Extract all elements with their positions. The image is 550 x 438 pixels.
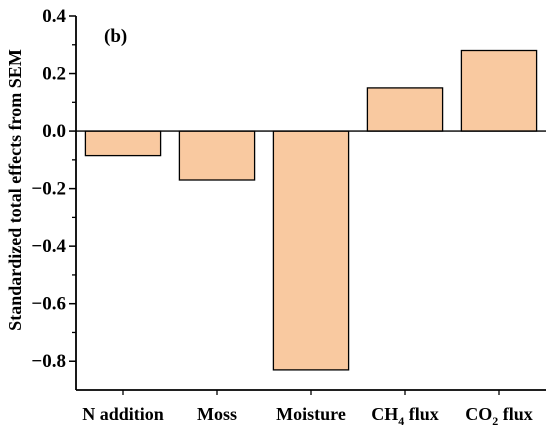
y-axis-title: Standardized total effects from SEM: [5, 49, 25, 331]
x-axis: N addition Moss Moisture CH4 flux CO2 flux: [76, 389, 546, 428]
panel-label: (b): [104, 26, 127, 47]
x-tick-label: Moss: [197, 404, 237, 424]
bar-n-addition: [84, 130, 162, 157]
y-tick-label: −0.8: [31, 351, 66, 372]
x-tick-label: Moisture: [276, 404, 346, 424]
bar-co2-flux: [460, 49, 538, 132]
y-tick-label: 0.0: [42, 121, 66, 142]
y-axis: 0.4 0.2 0.0 −0.2 −0.4 −0.6 −0.8: [31, 6, 77, 390]
bar-moss: [178, 130, 256, 181]
bar-ch4-flux: [366, 87, 444, 132]
x-tick-label: N addition: [82, 404, 164, 424]
y-tick-label: −0.6: [31, 294, 66, 315]
y-tick-label: −0.4: [31, 236, 66, 257]
y-tick-label: −0.2: [31, 179, 66, 200]
y-tick-label: 0.2: [42, 64, 66, 85]
bar-moisture: [272, 130, 350, 371]
y-tick-label: 0.4: [42, 6, 66, 27]
x-tick-label: CO2 flux: [465, 404, 533, 428]
x-tick-label: CH4 flux: [371, 404, 439, 428]
bars-group: [76, 49, 546, 371]
